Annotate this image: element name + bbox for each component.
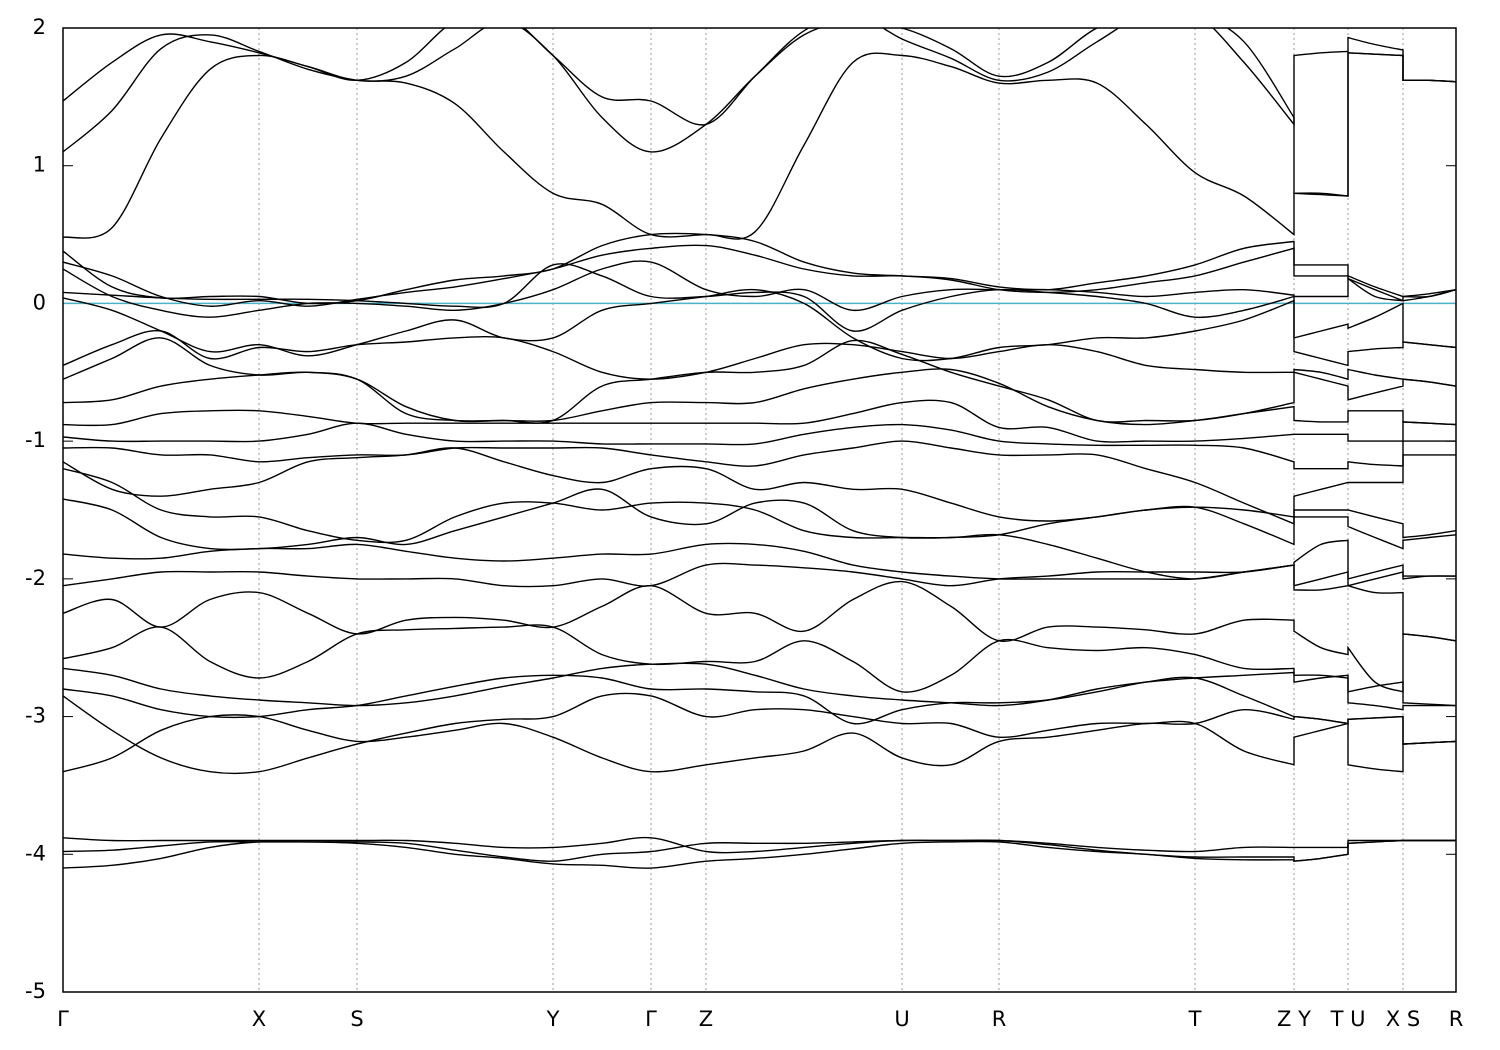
plot-area [63, 28, 1456, 869]
band-line [63, 244, 1456, 307]
band-line [63, 288, 1456, 367]
x-tick-label: X S [1386, 1007, 1420, 1031]
x-tick-label: R [1449, 1007, 1464, 1031]
x-tick-label: Γ [57, 1007, 69, 1031]
x-tick-label: X [252, 1007, 266, 1031]
band-line [63, 399, 1456, 443]
band-line [63, 440, 1456, 525]
band-line [63, 28, 1456, 127]
band-line [63, 542, 1456, 587]
band-line [63, 329, 1456, 387]
y-tick-label: 2 [33, 15, 46, 39]
band-line [63, 488, 1456, 580]
x-tick-label: S [350, 1007, 363, 1031]
band-line [63, 708, 1456, 773]
band-line [63, 662, 1456, 711]
band-line [63, 368, 1456, 426]
x-tick-label: Γ [645, 1007, 657, 1031]
y-tick-label: 1 [33, 153, 46, 177]
x-tick-label: Z Y [1277, 1007, 1311, 1031]
band-line [63, 260, 1456, 318]
x-tick-label: Y [546, 1007, 560, 1031]
x-tick-label: Z [699, 1007, 713, 1031]
plot-frame [62, 27, 1457, 993]
tick-labels: -5 -4 -3 -2 -1 0 1 2 Γ X S Y Γ Z U R T Z Y T U X S R [25, 15, 1463, 1031]
band-line [63, 422, 1456, 470]
band-line [63, 263, 1456, 349]
y-tick-label: -3 [25, 704, 46, 728]
y-tick-label: -2 [25, 566, 46, 590]
band-line [63, 836, 1456, 854]
band-line [63, 580, 1456, 693]
x-tick-label: T [1188, 1007, 1202, 1031]
band-line [63, 28, 1456, 239]
y-tick-label: -1 [25, 428, 46, 452]
band-line [63, 447, 1456, 539]
band-line [63, 34, 1456, 240]
band-line [63, 839, 1456, 869]
y-tick-label: -4 [25, 841, 46, 865]
x-tick-label: R [992, 1007, 1007, 1031]
y-tick-label: 0 [33, 290, 46, 314]
band-line [63, 337, 1456, 424]
band-line [63, 692, 1456, 775]
x-tick-label: U [894, 1007, 909, 1031]
band-line [63, 624, 1456, 707]
band-line [63, 232, 1456, 305]
x-tick-label: T U [1330, 1007, 1366, 1031]
y-tick-label: -5 [25, 979, 46, 1003]
band-line [63, 562, 1456, 642]
band-line [63, 468, 1456, 550]
